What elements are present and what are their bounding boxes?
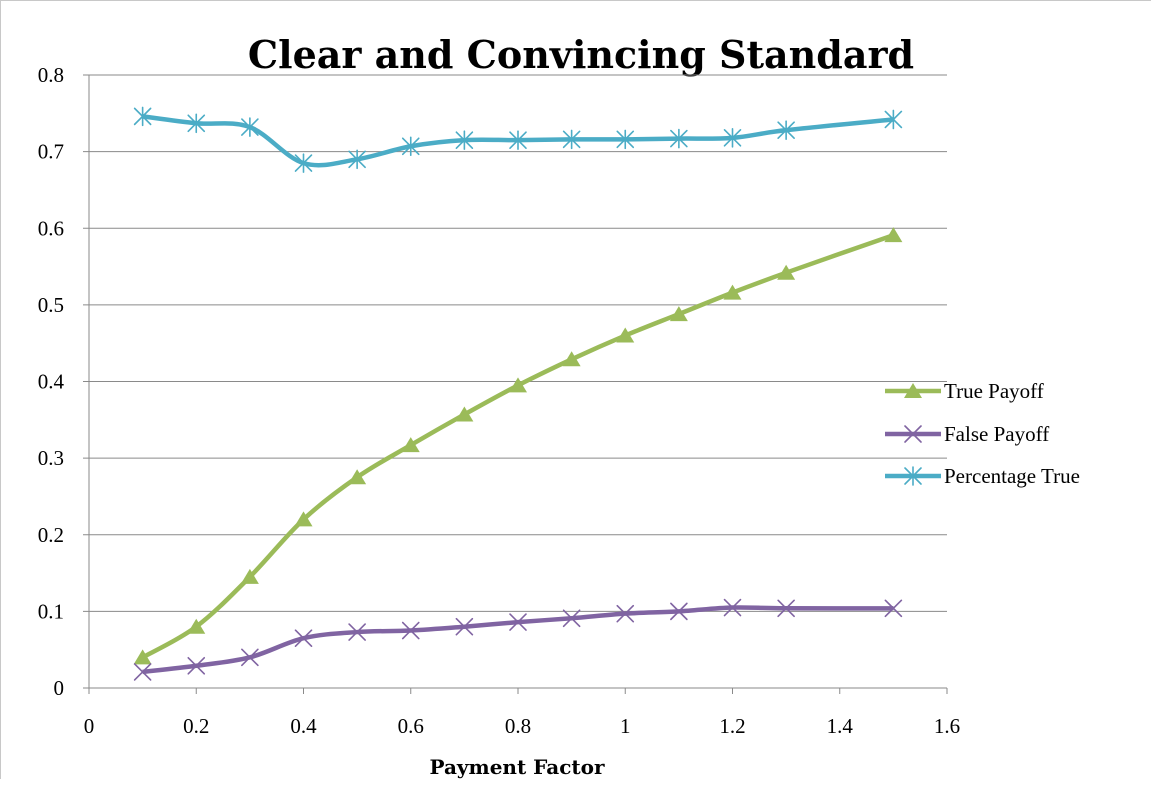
data-point xyxy=(187,656,206,675)
series-false-payoff xyxy=(133,598,903,681)
data-point xyxy=(723,284,742,300)
y-tick-label: 0.5 xyxy=(38,293,64,317)
data-point xyxy=(509,613,527,631)
data-point xyxy=(401,621,420,640)
data-point xyxy=(455,130,474,150)
series-true-payoff xyxy=(133,227,903,665)
data-point xyxy=(133,649,152,665)
series-layer xyxy=(133,106,903,681)
legend: True Payoff False Payoff Percentage True xyxy=(885,379,1080,488)
y-tick-label: 0.2 xyxy=(38,523,64,547)
data-point xyxy=(294,629,313,647)
data-point xyxy=(348,149,366,170)
data-point xyxy=(884,599,903,618)
data-point xyxy=(401,136,420,157)
y-tick-label: 0 xyxy=(54,676,65,700)
y-tick-label: 0.6 xyxy=(38,216,64,240)
x-tick-labels: 0 0.2 0.4 0.6 0.8 1 1.2 1.4 1.6 xyxy=(84,714,960,738)
grid-lines xyxy=(89,74,947,612)
data-point xyxy=(616,604,635,623)
x-tick-label: 0.2 xyxy=(183,714,209,738)
x-tick-label: 0.6 xyxy=(398,714,424,738)
axes xyxy=(83,74,948,694)
data-point xyxy=(723,128,742,148)
data-point xyxy=(455,406,474,422)
y-tick-label: 0.7 xyxy=(38,140,64,164)
data-point xyxy=(241,648,259,667)
legend-item: False Payoff xyxy=(885,422,1049,446)
x-tick-label: 0 xyxy=(84,714,95,738)
y-tick-label: 0.1 xyxy=(38,599,64,623)
x-tick-label: 0.4 xyxy=(290,714,317,738)
data-point xyxy=(294,511,313,527)
data-point xyxy=(348,623,366,641)
data-point xyxy=(884,227,903,243)
data-point xyxy=(187,113,206,134)
chart-title: Clear and Convincing Standard xyxy=(248,32,914,77)
x-tick-label: 1 xyxy=(620,714,631,738)
data-point xyxy=(616,327,635,343)
x-tick-label: 1.6 xyxy=(934,714,960,738)
legend-label: Percentage True xyxy=(944,464,1080,488)
y-tick-label: 0.8 xyxy=(38,63,64,87)
data-point xyxy=(670,128,688,149)
data-point xyxy=(509,130,527,150)
data-point xyxy=(777,599,795,618)
data-point xyxy=(616,129,635,150)
data-point xyxy=(133,106,152,127)
legend-item: True Payoff xyxy=(885,379,1044,403)
y-tick-label: 0.4 xyxy=(38,370,65,394)
y-tick-labels: 0 0.1 0.2 0.3 0.4 0.5 0.6 0.7 0.8 xyxy=(38,63,65,700)
legend-swatch-marker xyxy=(904,466,922,486)
series-percentage-true xyxy=(133,106,903,173)
data-point xyxy=(777,120,795,140)
series-line xyxy=(141,233,895,660)
data-point xyxy=(670,602,688,621)
legend-label: False Payoff xyxy=(944,422,1049,446)
legend-item: Percentage True xyxy=(885,464,1080,488)
data-point xyxy=(562,351,581,367)
legend-swatch-marker xyxy=(904,425,922,443)
x-axis-title: Payment Factor xyxy=(429,755,605,779)
data-point xyxy=(187,618,206,634)
data-point xyxy=(133,663,152,681)
data-point xyxy=(241,117,259,137)
data-point xyxy=(562,609,581,628)
x-tick-label: 1.4 xyxy=(827,714,854,738)
data-point xyxy=(562,129,581,150)
y-tick-label: 0.3 xyxy=(38,446,64,470)
x-tick-label: 1.2 xyxy=(719,714,745,738)
data-point xyxy=(509,377,527,393)
legend-swatch-marker xyxy=(904,383,922,398)
data-point xyxy=(669,306,688,322)
data-point xyxy=(884,109,903,130)
data-point xyxy=(240,568,259,584)
data-point xyxy=(348,469,367,485)
data-point xyxy=(401,437,420,453)
data-point xyxy=(723,598,742,617)
x-tick-label: 0.8 xyxy=(505,714,531,738)
data-point xyxy=(777,264,796,280)
data-point xyxy=(294,153,313,173)
data-point xyxy=(455,617,474,636)
legend-label: True Payoff xyxy=(944,379,1044,403)
